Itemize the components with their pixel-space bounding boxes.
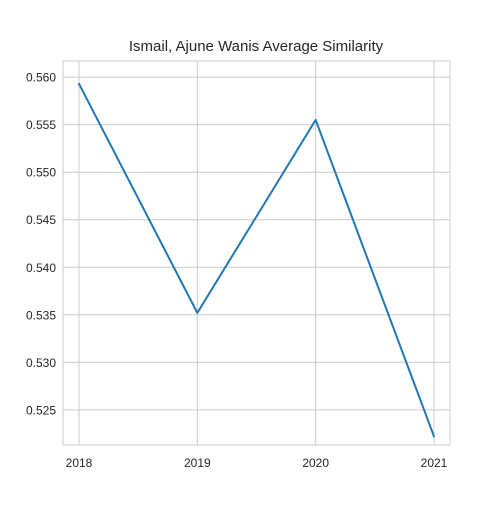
- x-tick-label: 2019: [184, 456, 211, 470]
- chart-title: Ismail, Ajune Wanis Average Similarity: [129, 38, 384, 55]
- x-tick-label: 2020: [302, 456, 329, 470]
- y-tick-label: 0.560: [26, 71, 56, 85]
- plot-area-frame: [63, 61, 450, 445]
- x-tick-label: 2021: [421, 456, 448, 470]
- y-tick-label: 0.550: [26, 166, 56, 180]
- x-tick-label: 2018: [66, 456, 93, 470]
- series-line: [79, 84, 434, 437]
- y-tick-label: 0.535: [26, 308, 56, 322]
- y-tick-label: 0.540: [26, 261, 56, 275]
- y-axis-tick-labels: 0.525 0.530 0.535 0.540 0.545 0.550 0.555 0.560: [26, 71, 56, 418]
- x-axis-tick-labels: 2018 2019 2020 2021: [66, 456, 448, 470]
- grid-lines: [63, 61, 450, 445]
- series-layer: [79, 84, 434, 437]
- y-tick-label: 0.530: [26, 356, 56, 370]
- y-tick-label: 0.555: [26, 118, 56, 132]
- y-tick-label: 0.525: [26, 403, 56, 417]
- y-tick-label: 0.545: [26, 213, 56, 227]
